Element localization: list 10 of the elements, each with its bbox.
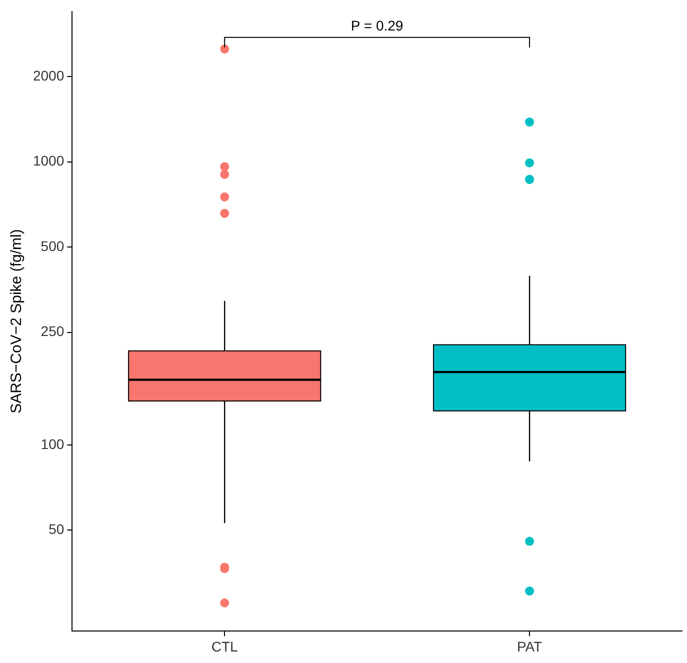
y-axis-title: SARS−CoV−2 Spike (fg/ml) [8, 229, 26, 414]
y-tick-label: 100 [40, 436, 64, 452]
y-tick-label: 500 [40, 238, 64, 254]
y-tick-label: 50 [48, 521, 64, 538]
x-tick-label: PAT [516, 638, 543, 654]
y-tick-label: 1000 [32, 152, 64, 169]
y-tick-label: 250 [40, 323, 64, 340]
y-tick-label: 2000 [32, 68, 64, 84]
annotation: P = 0.29 [350, 17, 404, 34]
x-tick-label: CTL [211, 638, 238, 654]
